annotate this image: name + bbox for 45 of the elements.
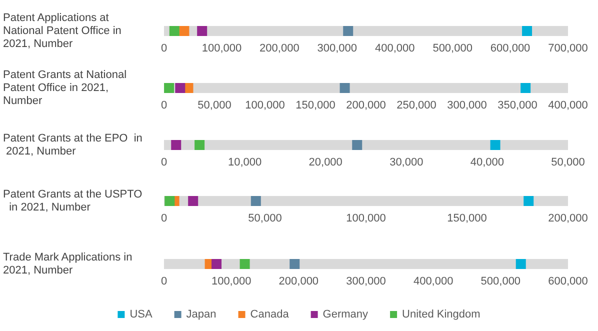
x-tick-label: 150,000: [447, 212, 487, 224]
legend-label: Germany: [322, 308, 369, 320]
x-tick-label: 200,000: [260, 42, 300, 54]
x-tick-label: 300,000: [346, 276, 386, 288]
x-tick-label: 50,000: [248, 212, 282, 224]
x-tick-label: 400,000: [548, 100, 588, 112]
x-tick-label: 40,000: [470, 156, 504, 168]
x-tick-label: 200,000: [346, 100, 386, 112]
x-tick-label: 0: [160, 276, 168, 288]
x-tick-label: 300,000: [317, 42, 358, 54]
x-tick-label: 600,000: [490, 42, 530, 54]
legend-label: United Kingdom: [402, 308, 480, 320]
x-tick-label: 20,000: [308, 156, 342, 168]
x-tick-label: 150,000: [296, 100, 336, 112]
x-tick-label: 100,000: [245, 100, 285, 112]
x-tick-label: 100,000: [346, 212, 386, 224]
y-tick-label: Patent Grants at National Patent Office in 2021, Number: [3, 69, 130, 107]
y-tick-label: Trade Mark Applications in 2021, Number: [3, 252, 136, 276]
x-tick-label: 50,000: [551, 156, 585, 168]
x-tick-label: 400,000: [374, 42, 415, 54]
x-tick-label: 500,000: [432, 42, 472, 54]
x-tick-label: 0: [160, 42, 168, 54]
legend-label: Canada: [250, 308, 290, 320]
x-tick-label: 600,000: [548, 276, 588, 288]
x-tick-label: 700,000: [548, 42, 588, 54]
legend-label: Japan: [186, 308, 216, 320]
y-tick-label: Patent Grants at the USPTO in 2021, Number: [3, 188, 143, 214]
x-tick-label: 100,000: [202, 42, 242, 54]
x-tick-label: 500,000: [480, 276, 521, 288]
x-tick-label: 400,000: [413, 276, 454, 288]
x-tick-label: 0: [160, 156, 168, 168]
y-tick-label: Patent Applications at National Patent Office in 2021, Number: [3, 12, 124, 50]
x-tick-label: 350,000: [498, 100, 538, 112]
legend-label: USA: [130, 308, 153, 320]
x-tick-label: 250,000: [396, 100, 436, 112]
x-tick-label: 30,000: [390, 156, 424, 168]
x-tick-label: 0: [160, 212, 168, 224]
x-tick-label: 10,000: [228, 156, 262, 168]
y-tick-label: Patent Grants at the EPO in 2021, Number: [3, 132, 142, 158]
x-tick-label: 0: [160, 100, 168, 112]
x-tick-label: 100,000: [211, 276, 252, 288]
x-tick-label: 50,000: [198, 100, 232, 112]
x-tick-label: 300,000: [447, 100, 487, 112]
x-tick-label: 200,000: [278, 276, 319, 288]
x-tick-label: 200,000: [548, 212, 588, 224]
